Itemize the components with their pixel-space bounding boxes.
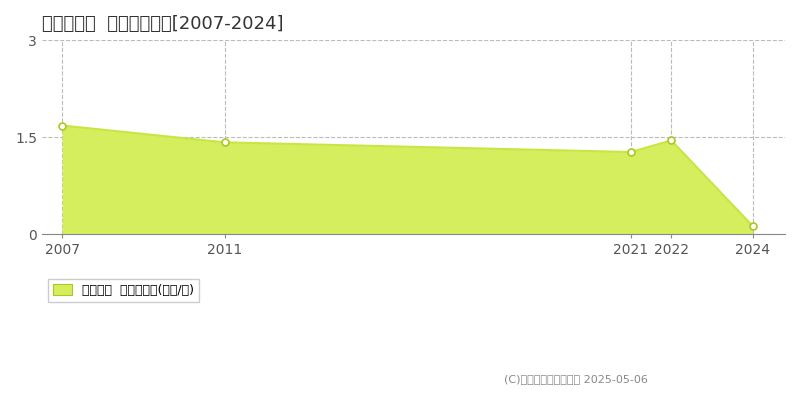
Text: (C)土地価格ドットコム 2025-05-06: (C)土地価格ドットコム 2025-05-06 bbox=[504, 374, 648, 384]
Legend: 住宅価格  平均坪単価(万円/坪): 住宅価格 平均坪単価(万円/坪) bbox=[48, 279, 199, 302]
Text: 関川村土沢  住宅価格推移[2007-2024]: 関川村土沢 住宅価格推移[2007-2024] bbox=[42, 15, 283, 33]
